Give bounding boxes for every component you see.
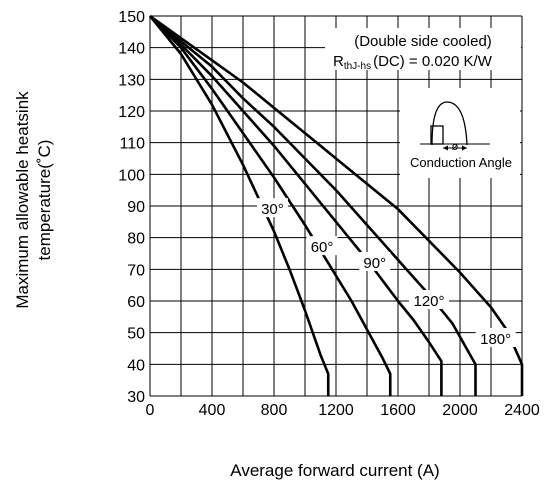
curve-label: 30° [261, 201, 284, 218]
series-line [149, 14, 477, 396]
curve-label: 60° [311, 239, 334, 256]
series-line [149, 14, 524, 396]
series-line [148, 15, 330, 396]
curve-label-background [475, 328, 516, 347]
annotation: (Double side cooled) RthJ-hs (DC) = 0.020… [325, 28, 521, 72]
curve-label: 180° [480, 331, 511, 348]
y-axis-label-line1: Maximum allowable heatsink [13, 91, 32, 309]
x-tick-label: 0 [146, 402, 155, 419]
y-tick-label: 50 [127, 326, 145, 343]
chart-curve-labels: 30° 60° 90° 120° 180° [256, 198, 516, 348]
y-axis-label-line2: temperature(˚C) [35, 140, 54, 261]
y-tick-label: 140 [118, 41, 145, 58]
x-tick-label: 400 [199, 402, 226, 419]
x-tick-label: 800 [261, 402, 288, 419]
y-tick-label: 40 [127, 357, 145, 374]
curve-label-background [256, 198, 288, 218]
curve-label: 90° [363, 255, 386, 272]
annotation-line2: RthJ-hs (DC) = 0.020 K/W [333, 53, 493, 72]
y-tick-label: 90 [127, 199, 145, 216]
annotation-line1: (Double side cooled) [354, 33, 492, 50]
chart-grid [149, 15, 523, 397]
curve-label: 120° [413, 293, 444, 310]
y-tick-label: 130 [118, 72, 145, 89]
chart-tick-labels: 0 400 800 1200 1600 2000 2400 30 40 50 60 70 80 90 100… [118, 9, 540, 419]
y-tick-label: 60 [127, 294, 145, 311]
sine-wave-icon [431, 101, 468, 146]
phi-symbol: ø [452, 141, 459, 153]
y-tick-label: 110 [119, 136, 145, 153]
annotation-background [325, 28, 521, 70]
x-tick-label: 2000 [442, 402, 478, 419]
chart-curves [148, 14, 524, 396]
x-tick-label: 1200 [318, 402, 354, 419]
y-tick-label: 70 [127, 262, 145, 279]
x-axis-label: Average forward current (A) [230, 461, 439, 480]
inset-background [400, 88, 520, 178]
curve-label-background [409, 290, 449, 309]
series-line [149, 15, 443, 396]
curve-label-background [306, 236, 338, 256]
y-tick-label: 150 [118, 9, 145, 26]
y-tick-label: 80 [127, 231, 145, 248]
x-tick-label: 1600 [380, 402, 416, 419]
y-tick-label: 100 [118, 167, 145, 184]
inset-label: Conduction Angle [410, 155, 512, 170]
curve-label-background [359, 252, 391, 271]
arrow-left-icon [443, 145, 448, 151]
x-tick-label: 2400 [504, 402, 540, 419]
y-tick-label: 30 [127, 389, 145, 406]
arrow-right-icon [462, 145, 467, 151]
conduction-angle-inset: ø Conduction Angle [400, 88, 520, 178]
y-tick-label: 120 [118, 104, 145, 121]
